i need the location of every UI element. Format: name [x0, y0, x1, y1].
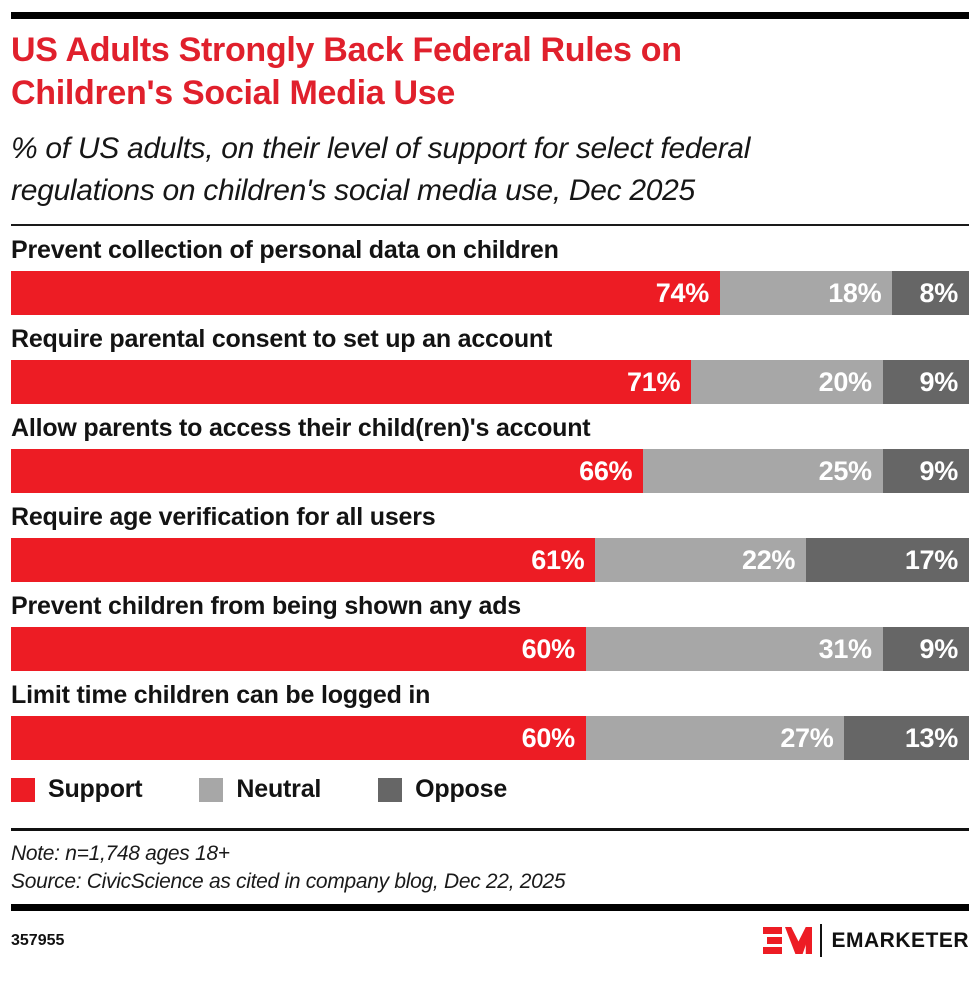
- bar-segment-support: 60%: [11, 716, 586, 760]
- support-swatch-icon: [11, 777, 35, 802]
- bar-group: Limit time children can be logged in 60% 2…: [11, 680, 969, 760]
- bar-value-label: 9%: [919, 366, 959, 397]
- bar-segment-oppose: 9%: [882, 360, 969, 404]
- bar-value-label: 9%: [919, 633, 959, 664]
- category-label: Allow parents to access their child(ren)…: [11, 414, 591, 442]
- header-divider: [11, 224, 969, 226]
- stacked-bar: 61% 22% 17%: [11, 538, 969, 582]
- bar-segment-oppose: 9%: [882, 449, 969, 493]
- category-label: Require age verification for all users: [11, 503, 436, 531]
- bar-value-label: 25%: [818, 455, 872, 486]
- bar-value-label: 22%: [741, 544, 796, 575]
- page-title: US Adults Strongly Back Federal Rules on…: [11, 31, 682, 112]
- logo-divider: [820, 924, 823, 957]
- bar-value-label: 13%: [904, 722, 958, 753]
- top-rule: [11, 12, 969, 19]
- bar-segment-oppose: 9%: [882, 627, 969, 671]
- legend-item-support: Support: [11, 775, 143, 804]
- bar-value-label: 8%: [919, 277, 959, 308]
- bar-value-label: 66%: [579, 455, 633, 486]
- bar-group: Require age verification for all users 61…: [11, 502, 969, 582]
- bar-segment-neutral: 22%: [595, 538, 807, 582]
- category-label: Prevent children from being shown any ad…: [11, 592, 521, 620]
- bar-segment-support: 60%: [11, 627, 586, 671]
- category-label: Require parental consent to set up an ac…: [11, 325, 553, 353]
- bar-value-label: 71%: [627, 366, 681, 397]
- em-letter-m: [785, 927, 813, 954]
- bar-segment-neutral: 31%: [585, 627, 883, 671]
- stacked-bar: 66% 25% 9%: [11, 449, 969, 493]
- em-monogram-icon: [763, 927, 813, 954]
- legend-label: Oppose: [415, 775, 508, 803]
- legend-item-neutral: Neutral: [199, 775, 321, 804]
- bar-segment-oppose: 8%: [892, 271, 969, 315]
- bar-value-label: 17%: [904, 544, 958, 575]
- bar-segment-oppose: 13%: [844, 716, 969, 760]
- emarketer-logo: EMARKETER: [763, 924, 969, 957]
- bar-segment-neutral: 20%: [691, 360, 883, 404]
- legend: Support Neutral Oppose: [11, 775, 969, 804]
- chart-subtitle: % of US adults, on their level of suppor…: [11, 132, 751, 207]
- bar-value-label: 18%: [828, 277, 882, 308]
- bar-segment-support: 74%: [11, 271, 720, 315]
- stacked-bar: 60% 27% 13%: [11, 716, 969, 760]
- bar-value-label: 60%: [521, 722, 575, 753]
- bar-value-label: 61%: [531, 544, 585, 575]
- legend-label: Support: [48, 775, 143, 803]
- note-text: Note: n=1,748 ages 18+: [11, 842, 230, 865]
- bar-segment-support: 66%: [11, 449, 644, 493]
- bar-group: Allow parents to access their child(ren)…: [11, 413, 969, 493]
- brand-name: EMARKETER: [831, 928, 969, 952]
- bar-segment-oppose: 17%: [806, 538, 969, 582]
- bar-segment-support: 61%: [11, 538, 596, 582]
- bar-group: Prevent children from being shown any ad…: [11, 591, 969, 671]
- bar-group: Prevent collection of personal data on c…: [11, 235, 969, 315]
- neutral-swatch-icon: [199, 777, 224, 802]
- bar-segment-neutral: 27%: [585, 716, 845, 760]
- bar-value-label: 9%: [919, 455, 959, 486]
- chart-id: 357955: [11, 931, 65, 949]
- oppose-swatch-icon: [378, 777, 403, 802]
- category-label: Limit time children can be logged in: [11, 681, 431, 709]
- bar-segment-neutral: 18%: [719, 271, 893, 315]
- chart-rows: Prevent collection of personal data on c…: [11, 235, 969, 760]
- bar-value-label: 27%: [780, 722, 834, 753]
- bar-value-label: 74%: [655, 277, 709, 308]
- bar-value-label: 60%: [521, 633, 575, 664]
- bar-group: Require parental consent to set up an ac…: [11, 324, 969, 404]
- legend-item-oppose: Oppose: [378, 775, 507, 804]
- footer: 357955 EMARKETER: [11, 924, 969, 957]
- em-letter-e: [763, 927, 783, 954]
- bar-segment-neutral: 25%: [643, 449, 883, 493]
- bar-value-label: 20%: [818, 366, 872, 397]
- stacked-bar: 71% 20% 9%: [11, 360, 969, 404]
- stacked-bar-chart: Prevent collection of personal data on c…: [11, 235, 969, 804]
- category-label: Prevent collection of personal data on c…: [11, 236, 559, 264]
- legend-label: Neutral: [236, 775, 322, 803]
- stacked-bar: 74% 18% 8%: [11, 271, 969, 315]
- bar-value-label: 31%: [818, 633, 872, 664]
- footer-divider: [11, 904, 969, 911]
- bar-segment-support: 71%: [11, 360, 692, 404]
- footnotes: Note: n=1,748 ages 18+ Source: CivicScie…: [11, 840, 969, 896]
- footnote-divider: [11, 828, 969, 831]
- stacked-bar: 60% 31% 9%: [11, 627, 969, 671]
- source-text: Source: CivicScience as cited in company…: [11, 870, 566, 893]
